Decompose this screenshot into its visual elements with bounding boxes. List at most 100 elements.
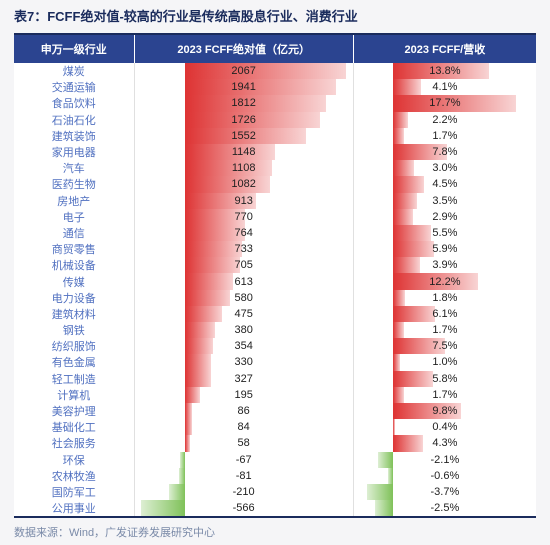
cell-value: 1.7% (432, 130, 457, 142)
pct-cell: -3.7% (353, 484, 536, 500)
pct-cell: 17.7% (353, 95, 536, 111)
bar-positive (393, 241, 434, 257)
abs-cell: 1108 (134, 160, 353, 176)
cell-value: -0.6% (431, 470, 460, 482)
table-row: 煤炭206713.8% (14, 63, 536, 79)
abs-cell: 1812 (134, 95, 353, 111)
bar-positive (185, 338, 213, 354)
pct-cell: 13.8% (353, 63, 536, 79)
table-row: 建筑装饰15521.7% (14, 128, 536, 144)
cell-value: 84 (238, 421, 250, 433)
table-title: 表7：FCFF绝对值-较高的行业是传统高股息行业、消费行业 (14, 6, 536, 25)
pct-cell: 5.9% (353, 241, 536, 257)
cell-value: 1.7% (432, 389, 457, 401)
cell-value: -2.5% (431, 502, 460, 514)
table-row: 纺织服饰3547.5% (14, 338, 536, 354)
bar-positive (185, 273, 233, 289)
cell-value: 9.8% (432, 405, 457, 417)
table-row: 电力设备5801.8% (14, 290, 536, 306)
industry-name: 美容护理 (14, 403, 134, 419)
bar-positive (393, 225, 431, 241)
cell-value: 1082 (231, 178, 255, 190)
bar-positive (185, 160, 271, 176)
pct-cell: 1.7% (353, 128, 536, 144)
bar-negative (367, 484, 393, 500)
bar-negative (179, 468, 185, 484)
abs-cell: 84 (134, 419, 353, 435)
table-row: 房地产9133.5% (14, 193, 536, 209)
industry-name: 石油石化 (14, 112, 134, 128)
cell-value: 733 (234, 243, 252, 255)
cell-value: 913 (234, 195, 252, 207)
abs-cell: -210 (134, 484, 353, 500)
abs-cell: 580 (134, 290, 353, 306)
bar-positive (393, 435, 423, 451)
cell-value: 1726 (231, 114, 255, 126)
pct-cell: 2.9% (353, 209, 536, 225)
abs-cell: 913 (134, 193, 353, 209)
industry-name: 电子 (14, 209, 134, 225)
bar-positive (393, 112, 408, 128)
cell-value: 7.8% (432, 146, 457, 158)
bar-negative (169, 484, 185, 500)
pct-cell: 3.9% (353, 257, 536, 273)
abs-cell: 380 (134, 322, 353, 338)
industry-name: 建筑装饰 (14, 128, 134, 144)
pct-cell: 1.8% (353, 290, 536, 306)
bar-positive (393, 209, 413, 225)
bar-positive (393, 419, 396, 435)
industry-name: 房地产 (14, 193, 134, 209)
bar-positive (185, 403, 192, 419)
bar-positive (185, 387, 200, 403)
abs-cell: 330 (134, 354, 353, 370)
table-row: 计算机1951.7% (14, 387, 536, 403)
cell-value: -67 (236, 454, 252, 466)
cell-value: 613 (234, 276, 252, 288)
table-row: 石油石化17262.2% (14, 112, 536, 128)
bar-negative (375, 500, 392, 516)
abs-cell: 86 (134, 403, 353, 419)
pct-cell: 6.1% (353, 306, 536, 322)
bar-positive (185, 371, 210, 387)
industry-name: 计算机 (14, 387, 134, 403)
industry-name: 国防军工 (14, 484, 134, 500)
bar-positive (393, 257, 420, 273)
industry-name: 电力设备 (14, 290, 134, 306)
cell-value: 0.4% (432, 421, 457, 433)
table-row: 有色金属3301.0% (14, 354, 536, 370)
table-row: 国防军工 -210 -3.7% (14, 484, 536, 500)
fcff-table: 申万一级行业 2023 FCFF绝对值（亿元） 2023 FCFF/营收 煤炭2… (14, 35, 536, 516)
bar-positive (393, 290, 406, 306)
cell-value: 13.8% (429, 65, 460, 77)
cell-value: 4.1% (432, 81, 457, 93)
cell-value: 1.0% (432, 356, 457, 368)
bar-positive (185, 63, 346, 79)
table-row: 社会服务584.3% (14, 435, 536, 451)
cell-value: 6.1% (432, 308, 457, 320)
table-row: 交通运输19414.1% (14, 79, 536, 95)
table-row: 通信 764 5.5% (14, 225, 536, 241)
cell-value: -210 (233, 486, 255, 498)
cell-value: 5.8% (432, 373, 457, 385)
table-row: 电子7702.9% (14, 209, 536, 225)
abs-cell: 613 (134, 273, 353, 289)
industry-name: 基础化工 (14, 419, 134, 435)
bar-positive (393, 354, 400, 370)
table-row: 轻工制造3275.8% (14, 371, 536, 387)
pct-cell: 4.5% (353, 176, 536, 192)
bar-positive (185, 144, 274, 160)
table-row: 钢铁3801.7% (14, 322, 536, 338)
pct-cell: 3.0% (353, 160, 536, 176)
industry-name: 食品饮料 (14, 95, 134, 111)
table-row: 建筑材料4756.1% (14, 306, 536, 322)
pct-cell: -2.5% (353, 500, 536, 516)
industry-name: 通信 (14, 225, 134, 241)
industry-name: 交通运输 (14, 79, 134, 95)
bar-positive (393, 322, 405, 338)
cell-value: 17.7% (429, 97, 460, 109)
bar-positive (393, 176, 424, 192)
pct-cell: -2.1% (353, 452, 536, 468)
abs-cell: 354 (134, 338, 353, 354)
pct-cell: 5.5% (353, 225, 536, 241)
cell-value: 764 (234, 227, 252, 239)
